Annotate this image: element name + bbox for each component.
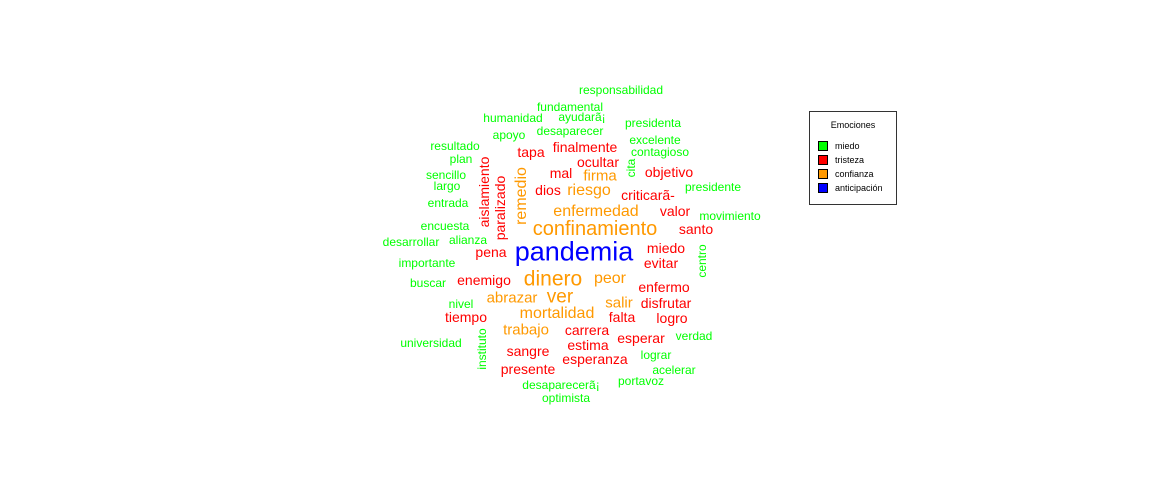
- word-43: presidenta: [624, 116, 682, 130]
- word-41: humanidad: [483, 111, 543, 125]
- word-40: fundamental: [536, 100, 604, 114]
- word-39: responsabilidad: [578, 83, 664, 97]
- legend-swatch-miedo: [818, 141, 828, 151]
- word-22: aislamiento: [476, 156, 492, 228]
- word-31: santo: [678, 221, 714, 237]
- word-24: finalmente: [552, 139, 618, 155]
- word-23: tapa: [517, 144, 545, 160]
- word-13: esperanza: [562, 351, 628, 367]
- word-48: contagioso: [630, 145, 690, 159]
- legend-label-tristeza: tristeza: [835, 155, 865, 165]
- word-61: buscar: [409, 276, 447, 290]
- word-45: desaparecer: [536, 124, 604, 138]
- word-17: presente: [500, 361, 556, 377]
- word-59: centro: [695, 244, 709, 278]
- word-44: apoyo: [492, 128, 526, 142]
- word-33: evitar: [643, 255, 679, 271]
- legend-item-tristeza: tristeza: [818, 154, 864, 166]
- word-9: abrazar: [486, 289, 538, 307]
- word-47: resultado: [430, 139, 480, 153]
- legend-item-confianza: confianza: [818, 168, 874, 180]
- word-0: pandemia: [514, 236, 634, 267]
- word-10: trabajo: [503, 321, 549, 339]
- legend-swatch-tristeza: [818, 155, 828, 165]
- word-37: logro: [656, 310, 688, 326]
- word-14: carrera: [564, 322, 610, 338]
- word-70: optimista: [541, 391, 591, 405]
- word-3: ver: [546, 286, 574, 308]
- word-30: valor: [659, 203, 691, 219]
- legend-label-miedo: miedo: [835, 141, 860, 151]
- word-8: mortalidad: [519, 305, 595, 322]
- word-42: ayudarã¡: [558, 110, 606, 124]
- word-58: alianza: [448, 233, 488, 247]
- legend-label-confianza: confianza: [835, 169, 874, 179]
- word-66: lograr: [640, 348, 672, 362]
- word-63: instituto: [475, 328, 489, 370]
- word-52: largo: [433, 179, 461, 193]
- word-20: pena: [475, 244, 507, 260]
- word-50: cita: [624, 158, 638, 178]
- word-55: movimiento: [699, 209, 761, 223]
- word-36: falta: [608, 309, 636, 325]
- word-49: plan: [449, 152, 473, 166]
- word-15: estima: [567, 337, 609, 353]
- word-34: enfermo: [638, 279, 690, 295]
- word-67: acelerar: [652, 363, 696, 377]
- word-53: presidente: [684, 180, 742, 194]
- word-27: dios: [535, 182, 561, 198]
- word-26: mal: [549, 165, 573, 181]
- word-11: salir: [605, 294, 633, 312]
- word-21: paralizado: [492, 175, 508, 241]
- word-25: ocultar: [576, 154, 620, 170]
- legend-title: Emociones: [830, 120, 876, 130]
- word-16: sangre: [506, 343, 550, 359]
- word-19: enemigo: [457, 272, 511, 288]
- word-68: desaparecerã¡: [522, 378, 600, 392]
- word-4: enfermedad: [553, 203, 639, 220]
- legend-swatch-anticipacion: [818, 183, 828, 193]
- word-2: confinamiento: [532, 218, 658, 240]
- word-60: importante: [398, 256, 456, 270]
- word-7: riesgo: [567, 182, 611, 199]
- word-65: verdad: [675, 329, 713, 343]
- word-46: excelente: [629, 133, 681, 147]
- word-54: entrada: [427, 196, 469, 210]
- legend-swatch-confianza: [818, 169, 828, 179]
- word-28: objetivo: [644, 164, 694, 180]
- word-18: tiempo: [444, 309, 488, 325]
- word-32: miedo: [646, 240, 686, 256]
- word-57: desarrollar: [382, 235, 440, 249]
- word-12: firma: [583, 167, 617, 185]
- word-51: sencillo: [425, 168, 467, 182]
- word-35: disfrutar: [640, 295, 692, 311]
- legend-item-miedo: miedo: [818, 140, 860, 152]
- word-69: portavoz: [617, 374, 665, 388]
- word-64: universidad: [400, 336, 462, 350]
- word-6: remedio: [513, 167, 530, 225]
- word-29: criticarã-: [621, 187, 675, 203]
- word-5: peor: [593, 270, 627, 287]
- legend-label-anticipacion: anticipación: [835, 183, 883, 193]
- word-38: esperar: [617, 330, 665, 346]
- word-1: dinero: [523, 267, 583, 291]
- word-62: nivel: [448, 297, 474, 311]
- legend: Emociones miedo tristeza confianza antic…: [809, 111, 897, 205]
- legend-item-anticipacion: anticipación: [818, 182, 883, 194]
- word-56: encuesta: [420, 219, 470, 233]
